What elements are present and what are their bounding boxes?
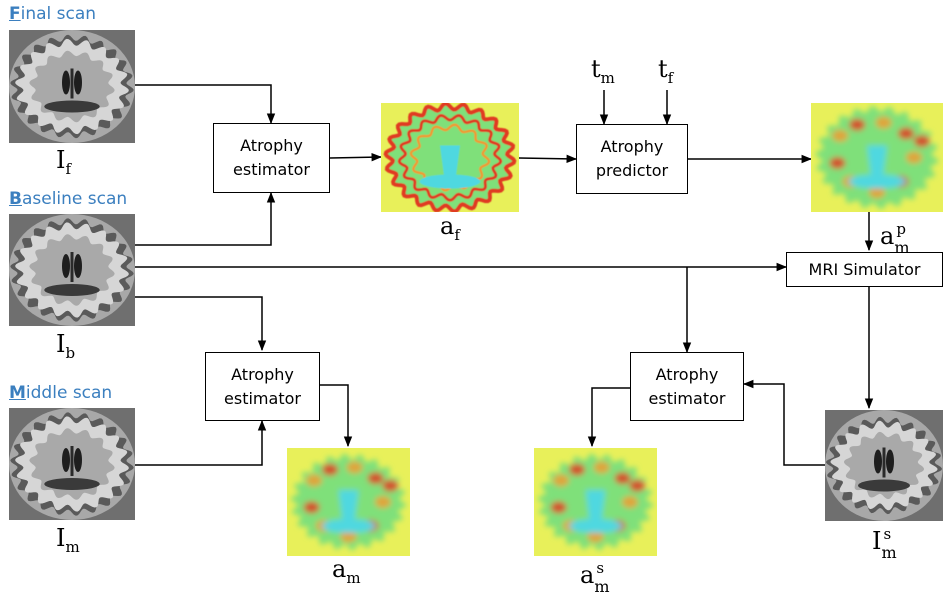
simulated-scan-label-sub: m — [881, 543, 897, 562]
ams-base: a — [580, 561, 595, 589]
arrow-middle-to-estimator-left — [135, 419, 267, 466]
arrow-estimator-to-am — [320, 384, 353, 448]
atrophy-estimator-top-line2: estimator — [233, 160, 310, 179]
middle-scan-title: Middle scan — [9, 383, 112, 403]
atrophy-estimator-bottom-right-box: Atrophy estimator — [630, 352, 744, 421]
middle-scan-label-base: I — [56, 524, 66, 552]
atrophy-map-af-image — [381, 103, 519, 212]
time-tm-sub: m — [600, 68, 615, 87]
time-tf-base: t — [658, 55, 668, 83]
atrophy-map-amp-image — [811, 103, 943, 212]
final-scan-label: If — [56, 146, 71, 178]
final-scan-label-base: I — [56, 146, 66, 174]
atrophy-map-am-image — [287, 448, 410, 556]
atrophy-estimator-bottom-right-line2: estimator — [648, 388, 726, 408]
baseline-scan-label-base: I — [56, 330, 66, 358]
middle-scan-label: Im — [56, 524, 80, 556]
baseline-scan-image — [9, 214, 135, 326]
mri-simulator-label: MRI Simulator — [808, 259, 921, 279]
af-sub: f — [454, 225, 460, 244]
am-base: a — [332, 555, 347, 583]
final-scan-label-sub: f — [65, 159, 72, 178]
time-tf-sub: f — [667, 68, 674, 87]
final-scan-title-rest: inal scan — [20, 4, 97, 24]
atrophy-estimator-top-line1: Atrophy — [240, 136, 303, 155]
middle-scan-title-rest: iddle scan — [25, 383, 113, 403]
atrophy-map-af-label: af — [440, 212, 460, 244]
ams-sup: s — [596, 559, 605, 577]
time-tm-base: t — [591, 55, 601, 83]
final-scan-title-initial: F — [9, 4, 21, 24]
amp-sup: p — [896, 220, 906, 238]
arrow-ims-to-estimator-right — [742, 379, 825, 466]
simulated-scan-label-base: I — [872, 527, 882, 555]
time-tm-label: tm — [591, 55, 615, 87]
final-scan-title: Final scan — [9, 4, 96, 24]
arrow-estimator-to-ams — [587, 387, 630, 448]
middle-scan-title-initial: M — [9, 383, 26, 403]
baseline-scan-title-rest: aseline scan — [21, 189, 128, 209]
atrophy-estimator-bottom-left-box: Atrophy estimator — [205, 352, 320, 421]
simulated-scan-label-sup: s — [883, 525, 892, 543]
middle-scan-label-sub: m — [65, 537, 80, 556]
amp-sub: m — [894, 238, 910, 257]
mri-simulator-box: MRI Simulator — [786, 252, 943, 287]
arrow-baseline-to-estimator-left — [135, 296, 267, 352]
atrophy-estimator-bottom-left-line1: Atrophy — [231, 364, 294, 384]
ams-sub: m — [594, 577, 610, 596]
atrophy-map-ams-image — [534, 448, 657, 556]
arrow-af-to-predictor — [518, 154, 578, 164]
af-base: a — [440, 212, 455, 240]
atrophy-estimator-top-box: Atrophy estimator — [213, 123, 330, 193]
atrophy-predictor-line2: predictor — [595, 161, 669, 180]
time-tf-label: tf — [658, 55, 673, 87]
middle-scan-image — [9, 408, 135, 520]
arrow-final-to-estimator — [135, 84, 276, 125]
atrophy-predictor-line1: Atrophy — [600, 137, 664, 156]
atrophy-estimator-bottom-right-line1: Atrophy — [655, 364, 719, 384]
final-scan-image — [9, 30, 135, 143]
amp-base: a — [880, 222, 895, 250]
simulated-scan-image — [825, 410, 943, 521]
am-sub: m — [346, 568, 361, 587]
atrophy-predictor-box: Atrophy predictor — [576, 124, 688, 194]
baseline-scan-title: Baseline scan — [9, 189, 127, 209]
baseline-scan-title-initial: B — [9, 189, 22, 209]
atrophy-estimator-bottom-left-line2: estimator — [224, 388, 301, 408]
arrow-estimator-to-af — [329, 152, 383, 162]
baseline-scan-label: Ib — [56, 330, 75, 362]
baseline-scan-label-sub: b — [65, 343, 76, 362]
arrow-baseline-to-estimator — [135, 191, 276, 246]
atrophy-map-am-label: am — [332, 555, 361, 587]
